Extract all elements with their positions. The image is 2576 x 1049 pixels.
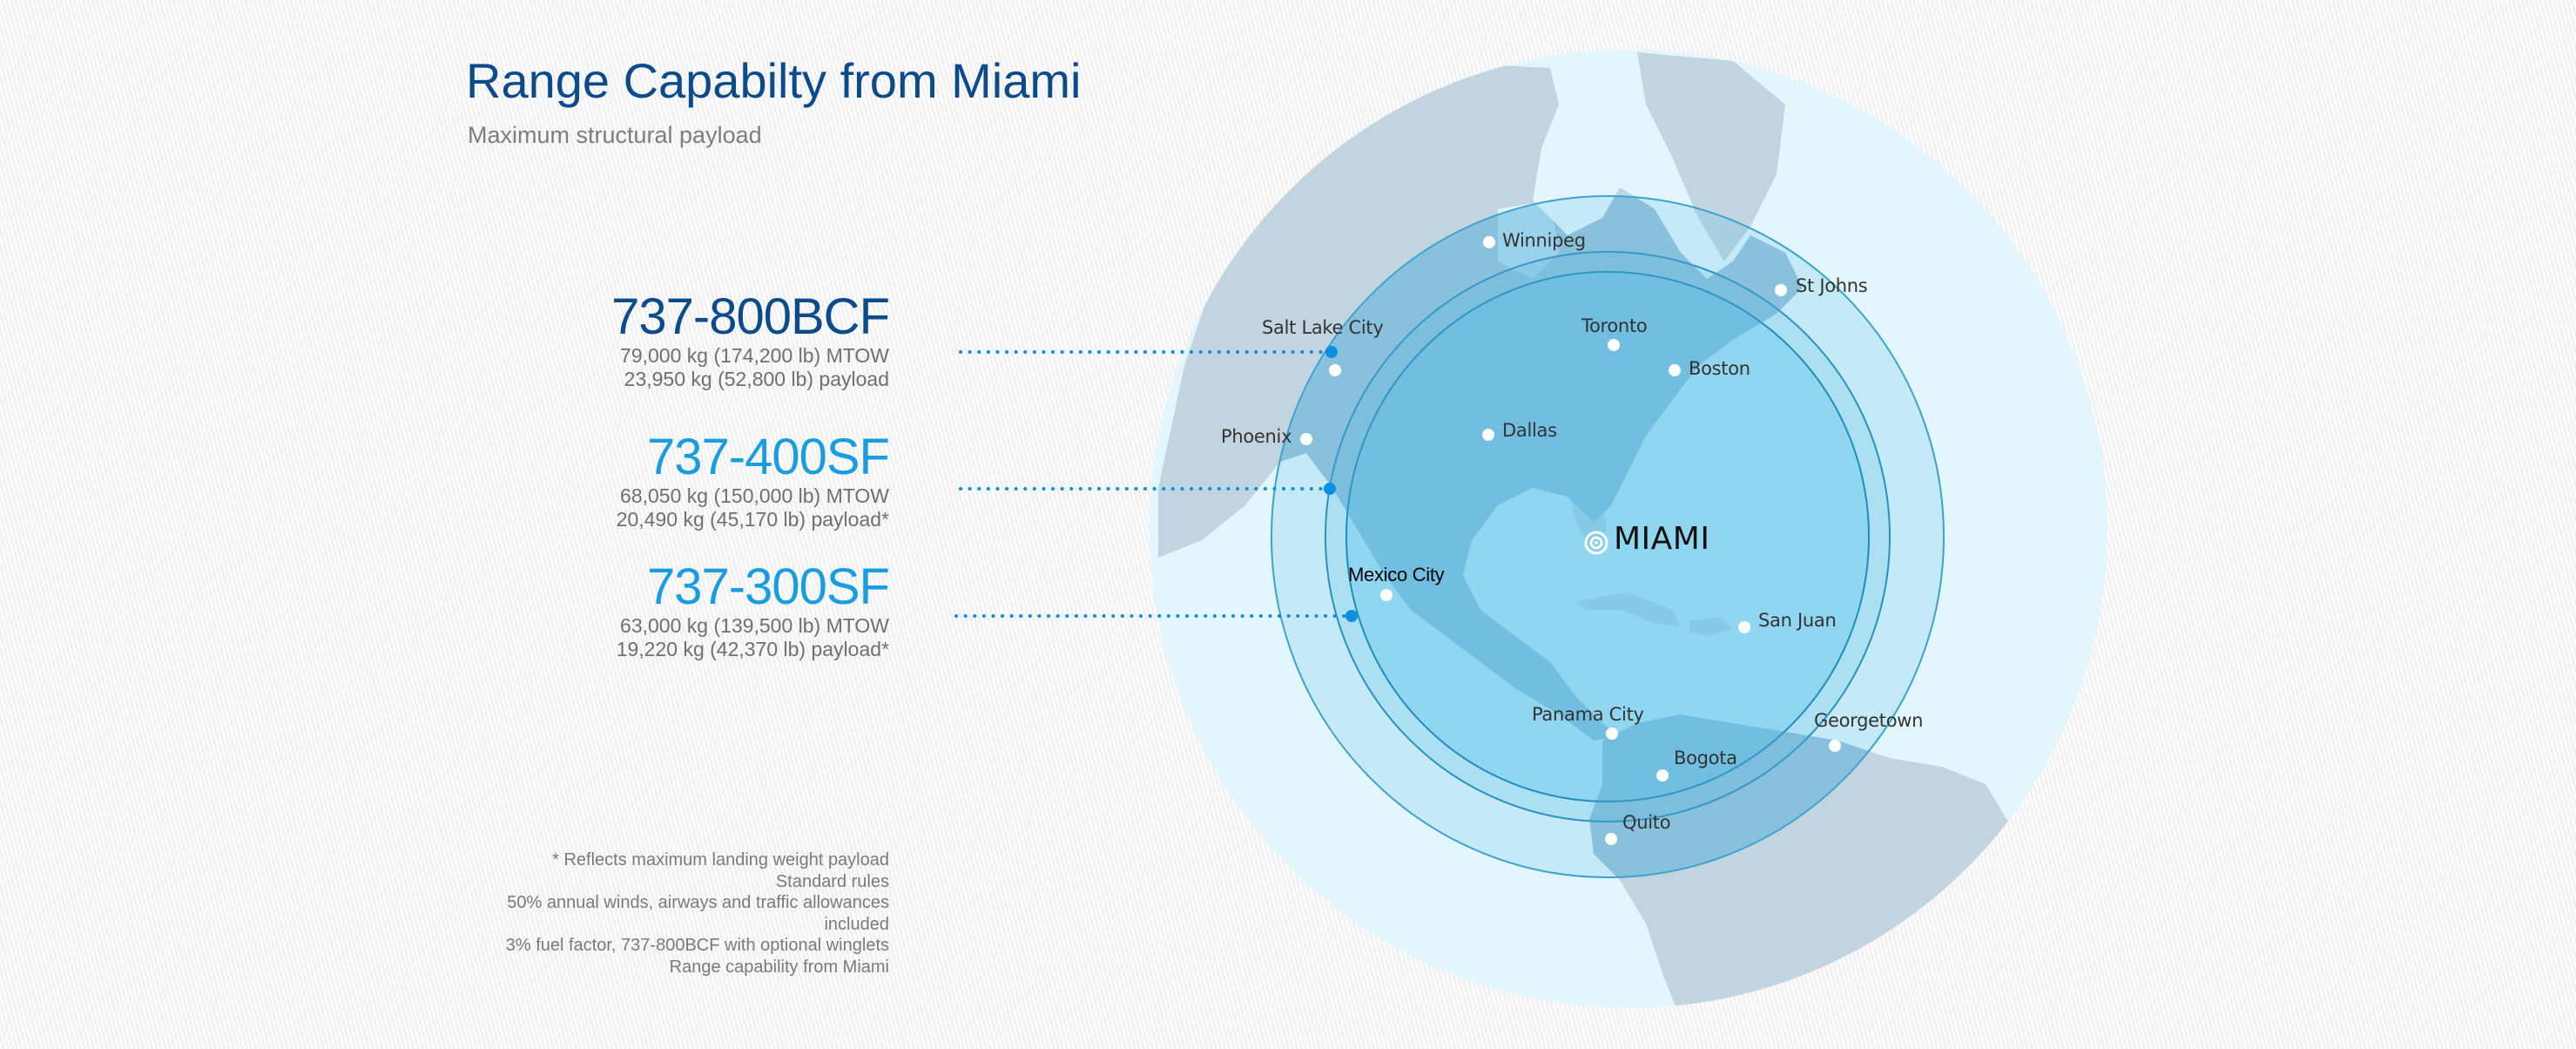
city-label-st-johns: St Johns [1796, 275, 1868, 296]
range-ring-737-300sf [1345, 271, 1870, 802]
target-icon [1584, 531, 1608, 555]
city-dots [1300, 236, 1841, 845]
city-dot-phoenix [1300, 433, 1312, 445]
city-label-boston: Boston [1689, 358, 1750, 379]
leader-dot-737-400sf [1324, 483, 1336, 495]
leader-dot-737-800bcf [1325, 346, 1338, 358]
aircraft-737-300sf: 737-300SF 63,000 kg (139,500 lb) MTOW 19… [616, 558, 890, 661]
aircraft-payload: 20,490 kg (45,170 lb) payload* [616, 508, 889, 531]
city-dot-quito [1605, 833, 1617, 845]
city-label-phoenix: Phoenix [1221, 426, 1292, 447]
range-ring-737-800bcf [1271, 195, 1945, 878]
aircraft-mtow: 79,000 kg (174,200 lb) MTOW [620, 344, 889, 367]
aircraft-name: 737-300SF [647, 558, 890, 615]
city-dot-bogota [1656, 769, 1669, 782]
leader-dot-737-300sf [1345, 610, 1358, 622]
city-label-san-juan: San Juan [1758, 610, 1837, 631]
city-dot-san-juan [1738, 621, 1750, 633]
aircraft-737-400sf: 737-400SF 68,050 kg (150,000 lb) MTOW 20… [616, 429, 890, 531]
footnote: * Reflects maximum landing weight payloa… [552, 850, 889, 870]
aircraft-payload: 23,950 kg (52,800 lb) payload [624, 368, 889, 390]
city-dot-panama-city [1606, 728, 1618, 740]
city-dot-winnipeg [1483, 236, 1495, 248]
aircraft-mtow: 63,000 kg (139,500 lb) MTOW [620, 614, 889, 637]
footnotes: * Reflects maximum landing weight payloa… [471, 849, 889, 978]
city-dot-georgetown [1829, 740, 1841, 752]
city-label-georgetown: Georgetown [1814, 710, 1924, 731]
city-dot-boston [1669, 364, 1681, 376]
page-title: Range Capabilty from Miami [466, 53, 1082, 108]
city-dot-mexico-city [1380, 589, 1393, 601]
origin-label-miami: MIAMI [1614, 521, 1710, 557]
footnote: Standard rules [775, 871, 889, 891]
city-label-quito: Quito [1622, 812, 1671, 833]
footnote: 50% annual winds, airways and traffic al… [507, 893, 889, 934]
city-label-toronto: Toronto [1581, 315, 1648, 336]
footnote: 3% fuel factor, 737-800BCF with optional… [505, 936, 889, 955]
footnote: Range capability from Miami [669, 957, 889, 977]
aircraft-737-800bcf: 737-800BCF 79,000 kg (174,200 lb) MTOW 2… [611, 288, 890, 391]
range-ring-737-400sf [1325, 251, 1891, 822]
aircraft-name: 737-400SF [647, 429, 890, 485]
aircraft-name: 737-800BCF [611, 288, 890, 345]
city-dot-dallas [1482, 429, 1494, 441]
city-dot-toronto [1608, 339, 1620, 351]
city-label-mexico-city: Mexico City [1348, 564, 1445, 585]
aircraft-payload: 19,220 kg (42,370 lb) payload* [616, 638, 889, 660]
city-label-dallas: Dallas [1502, 420, 1557, 441]
city-dot-salt-lake-city [1329, 364, 1341, 376]
page-subtitle: Maximum structural payload [468, 122, 762, 148]
city-dot-st-johns [1775, 284, 1787, 296]
city-label-bogota: Bogota [1674, 748, 1737, 768]
aircraft-mtow: 68,050 kg (150,000 lb) MTOW [620, 484, 889, 507]
city-label-salt-lake-city: Salt Lake City [1262, 317, 1384, 338]
city-label-winnipeg: Winnipeg [1502, 230, 1586, 251]
city-label-panama-city: Panama City [1532, 704, 1644, 725]
